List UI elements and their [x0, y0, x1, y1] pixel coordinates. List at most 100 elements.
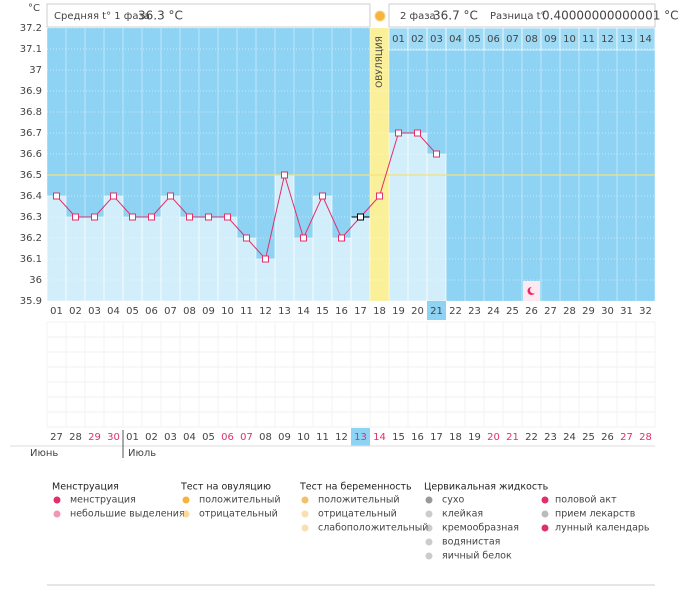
y-tick-label: 36	[29, 275, 42, 286]
calendar-date: 23	[544, 432, 557, 443]
phase2-day: 01	[392, 34, 405, 45]
temperature-marker	[262, 255, 269, 263]
x-highlight	[427, 301, 446, 320]
phase2-day: 07	[506, 34, 519, 45]
phase2-label: 2 фаза	[400, 11, 436, 22]
calendar-date: 11	[316, 432, 329, 443]
diff-label: Разница t°	[490, 11, 546, 22]
legend-icon	[425, 538, 433, 546]
legend-item: прием лекарств	[555, 509, 636, 520]
y-tick-label: 37.2	[20, 23, 42, 34]
legend-icon	[541, 496, 549, 504]
temperature-marker	[186, 213, 193, 221]
legend-item: отрицательный	[318, 509, 397, 520]
legend-icon	[541, 510, 549, 518]
legend-item: отрицательный	[199, 509, 278, 520]
calendar-date: 21	[506, 432, 519, 443]
legend-icon	[301, 496, 309, 504]
x-tick-label: 21	[430, 306, 443, 317]
calendar-date: 19	[468, 432, 481, 443]
legend-title: Цервикальная жидкость	[424, 482, 549, 493]
calendar-date: 07	[240, 432, 253, 443]
temperature-marker	[167, 192, 174, 200]
x-tick-label: 09	[202, 306, 215, 317]
legend-item: водянистая	[442, 537, 500, 548]
x-tick-label: 26	[525, 306, 538, 317]
x-tick-label: 13	[278, 306, 291, 317]
legend-icon	[301, 510, 309, 518]
temperature-bar	[160, 195, 181, 302]
calendar-date: 09	[278, 432, 291, 443]
phase2-day: 09	[544, 34, 557, 45]
phase1-label: Средняя t° 1 фаза	[54, 11, 150, 22]
calendar-date: 28	[639, 432, 652, 443]
calendar-date: 05	[202, 432, 215, 443]
x-tick-label: 12	[259, 306, 272, 317]
calendar-date: 14	[373, 432, 386, 443]
legend-icon	[182, 510, 190, 518]
x-tick-label: 28	[563, 306, 576, 317]
x-tick-label: 30	[601, 306, 614, 317]
x-tick-label: 31	[620, 306, 633, 317]
legend-item: половой акт	[555, 495, 617, 506]
temperature-marker	[281, 171, 288, 179]
x-tick-label: 08	[183, 306, 196, 317]
temperature-marker	[53, 192, 60, 200]
y-tick-label: 36.4	[20, 191, 42, 202]
phase1-value: 36.3 °C	[138, 9, 183, 23]
x-tick-label: 15	[316, 306, 329, 317]
temperature-marker	[148, 213, 155, 221]
temperature-bar	[103, 195, 124, 302]
temperature-marker	[224, 213, 231, 221]
y-tick-label: 36.2	[20, 233, 42, 244]
ovulation-label: ОВУЛЯЦИЯ	[375, 36, 385, 88]
y-tick-label: 37.1	[20, 44, 42, 55]
y-tick-label: 36.1	[20, 254, 42, 265]
legend-item: яичный белок	[442, 551, 512, 562]
temperature-marker	[395, 129, 402, 137]
legend-icon	[301, 524, 309, 532]
temperature-bar	[331, 237, 352, 302]
temperature-marker	[110, 192, 117, 200]
phase2-day: 06	[487, 34, 500, 45]
temperature-marker	[243, 234, 250, 242]
x-tick-label: 10	[221, 306, 234, 317]
phase2-day: 11	[582, 34, 595, 45]
calendar-date: 22	[525, 432, 538, 443]
x-tick-label: 05	[126, 306, 139, 317]
calendar-date: 08	[259, 432, 272, 443]
legend-icon	[425, 552, 433, 560]
calendar-date: 24	[563, 432, 576, 443]
x-tick-label: 18	[373, 306, 386, 317]
x-tick-label: 03	[88, 306, 101, 317]
x-tick-label: 01	[50, 306, 63, 317]
y-tick-label: 36.7	[20, 128, 42, 139]
legend-item: слабоположительный	[318, 523, 428, 534]
x-tick-label: 27	[544, 306, 557, 317]
calendar-date: 25	[582, 432, 595, 443]
temperature-bar	[293, 237, 314, 302]
y-tick-label: 35.9	[20, 296, 42, 307]
diff-value: 0.40000000000001 °C	[542, 9, 679, 23]
calendar-date: 01	[126, 432, 139, 443]
x-tick-label: 04	[107, 306, 120, 317]
phase2-day: 10	[563, 34, 576, 45]
phase2-box	[388, 3, 656, 28]
calendar-date: 06	[221, 432, 234, 443]
x-tick-label: 14	[297, 306, 310, 317]
y-tick-label: 36.9	[20, 86, 42, 97]
x-tick-label: 25	[506, 306, 519, 317]
y-tick-label: 36.6	[20, 149, 42, 160]
temperature-marker	[72, 213, 79, 221]
x-tick-label: 24	[487, 306, 500, 317]
calendar-date: 29	[88, 432, 101, 443]
x-tick-label: 23	[468, 306, 481, 317]
calendar-date: 20	[487, 432, 500, 443]
temperature-marker	[319, 192, 326, 200]
temperature-marker	[91, 213, 98, 221]
calendar-date: 18	[449, 432, 462, 443]
x-tick-label: 22	[449, 306, 462, 317]
x-tick-label: 07	[164, 306, 177, 317]
calendar-date: 26	[601, 432, 614, 443]
lunar-icon-cut	[530, 286, 537, 294]
